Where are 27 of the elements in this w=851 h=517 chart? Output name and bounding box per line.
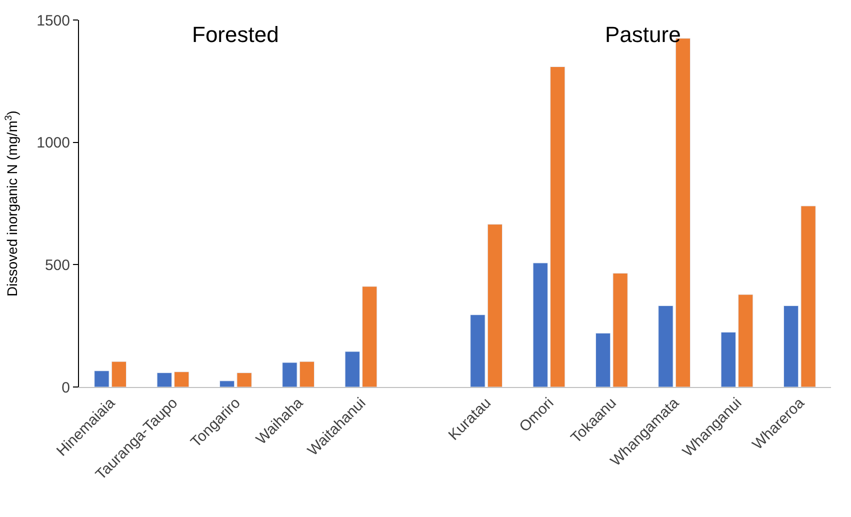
bar (174, 372, 190, 387)
bar (658, 306, 674, 387)
annotation: Forested (192, 22, 279, 47)
bar (282, 362, 298, 387)
bar (487, 224, 503, 387)
annotation: Pasture (605, 22, 681, 47)
bar (344, 351, 360, 387)
bar (362, 286, 378, 387)
y-tick-label: 0 (62, 379, 70, 396)
y-tick-label: 1500 (36, 12, 70, 30)
bar (532, 262, 548, 387)
bar (720, 332, 736, 387)
bar (219, 380, 235, 387)
y-tick-label: 1000 (36, 134, 70, 152)
bar (299, 361, 315, 387)
bar (738, 294, 754, 387)
bar (595, 332, 611, 387)
bar (94, 370, 110, 387)
bar (800, 206, 816, 387)
bar (111, 361, 127, 387)
y-tick-label: 500 (44, 256, 70, 274)
bar (470, 314, 486, 387)
bar (612, 272, 628, 387)
bar (236, 372, 252, 387)
bar (550, 66, 566, 387)
bar (156, 372, 172, 387)
bar (783, 306, 799, 387)
